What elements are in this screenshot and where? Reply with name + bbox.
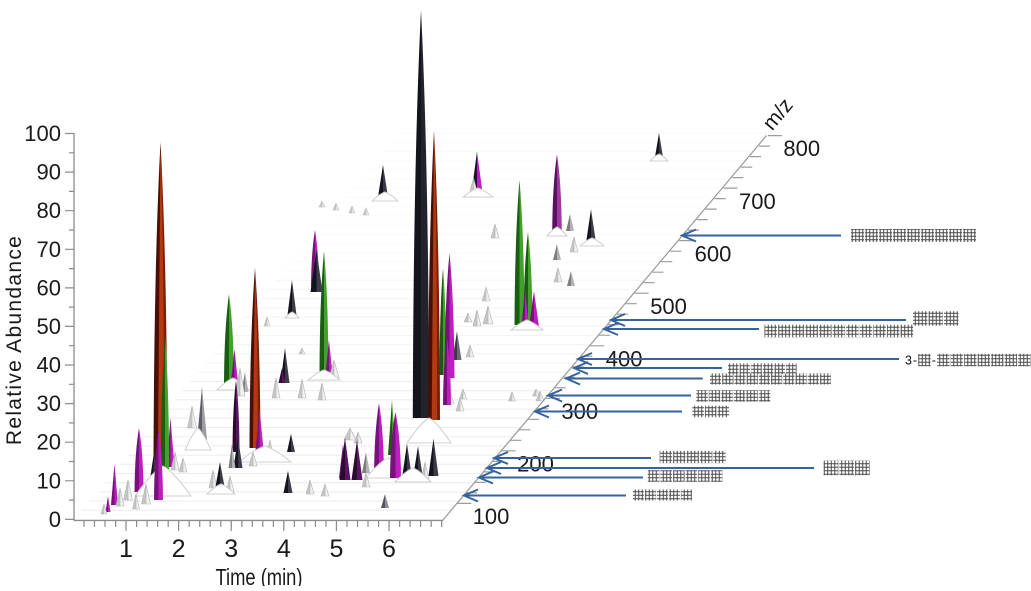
- svg-text:Relative Abundance: Relative Abundance: [3, 235, 26, 445]
- svg-text:2: 2: [172, 535, 186, 563]
- svg-text:50: 50: [37, 314, 61, 339]
- svg-text:1: 1: [119, 535, 133, 563]
- svg-text:500: 500: [650, 294, 687, 319]
- svg-text:3: 3: [905, 354, 912, 368]
- svg-text:600: 600: [695, 241, 732, 266]
- svg-text:100: 100: [473, 504, 510, 529]
- svg-text:90: 90: [37, 160, 61, 185]
- svg-text:Time (min): Time (min): [216, 564, 303, 586]
- svg-text:3: 3: [224, 535, 238, 563]
- svg-text:30: 30: [37, 391, 61, 416]
- svg-text:5: 5: [329, 535, 343, 563]
- svg-text:80: 80: [37, 198, 61, 223]
- svg-text:-: -: [932, 354, 936, 368]
- svg-text:0: 0: [49, 507, 61, 532]
- svg-text:700: 700: [739, 189, 776, 214]
- svg-text:-: -: [913, 354, 917, 368]
- svg-text:10: 10: [37, 468, 61, 493]
- svg-text:6: 6: [382, 535, 396, 563]
- svg-text:70: 70: [37, 237, 61, 262]
- svg-text:20: 20: [37, 430, 61, 455]
- svg-text:4: 4: [277, 535, 291, 563]
- svg-text:40: 40: [37, 353, 61, 378]
- svg-text:200: 200: [517, 452, 554, 477]
- svg-text:800: 800: [783, 136, 820, 161]
- svg-text:60: 60: [37, 275, 61, 300]
- svg-text:100: 100: [24, 121, 61, 146]
